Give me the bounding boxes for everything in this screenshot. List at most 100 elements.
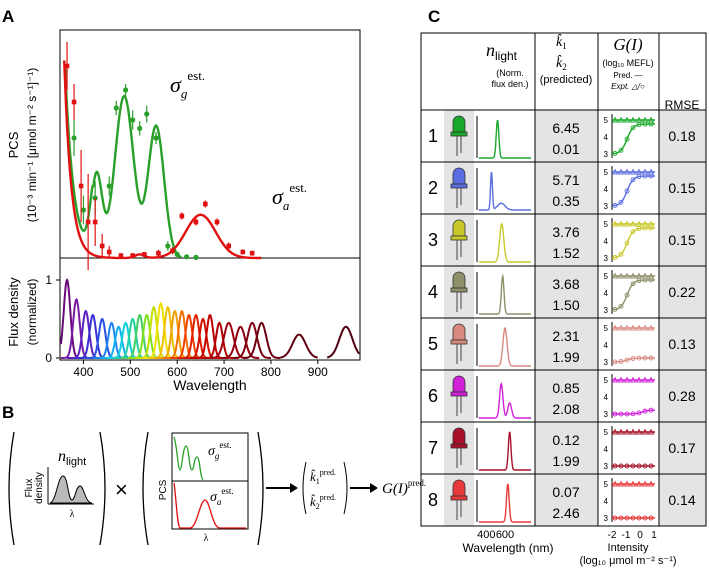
b-spectrum-shape bbox=[49, 475, 93, 504]
flux-xtick-label: 700 bbox=[214, 365, 234, 379]
led-icon-base bbox=[450, 183, 468, 189]
g-expt-circle bbox=[618, 199, 624, 205]
led-icon-base bbox=[450, 131, 468, 137]
g-expt-triangle bbox=[641, 428, 649, 435]
g-expt-circle bbox=[630, 463, 636, 469]
c-int-tick-label: -2 bbox=[608, 530, 617, 541]
c-wl-tick-label: 600 bbox=[496, 529, 514, 541]
c-int-label-1: Intensity bbox=[608, 542, 649, 554]
mini-g-ytick: 4 bbox=[604, 341, 609, 350]
g-expt-circle bbox=[612, 306, 618, 312]
sigma-a-point bbox=[71, 99, 77, 105]
led-icon bbox=[452, 115, 466, 133]
g-expt-circle bbox=[636, 410, 642, 416]
mini-g-ytick: 3 bbox=[604, 514, 609, 523]
c-row-k1: 0.07 bbox=[552, 484, 579, 500]
b-n-light: nlight bbox=[58, 448, 86, 468]
b-flux-label: Flux bbox=[24, 479, 35, 498]
c-header-n-note1: (Norm. bbox=[496, 68, 524, 78]
g-expt-triangle bbox=[635, 116, 643, 123]
c-row-number: 6 bbox=[428, 386, 438, 406]
g-expt-triangle bbox=[629, 324, 637, 331]
g-pred-curve bbox=[611, 175, 655, 207]
sigma-a-point bbox=[106, 249, 112, 255]
sigma-a-curve bbox=[63, 60, 262, 260]
g-expt-triangle bbox=[623, 272, 631, 279]
g-expt-circle bbox=[642, 277, 648, 283]
g-expt-circle bbox=[618, 463, 624, 469]
mini-g-ytick: 5 bbox=[604, 324, 609, 333]
g-expt-triangle bbox=[629, 428, 637, 435]
sigma-a-point bbox=[156, 250, 161, 256]
sigma-a-point bbox=[92, 219, 98, 225]
c-int-tick-label: -1 bbox=[622, 530, 631, 541]
mini-g-ytick: 4 bbox=[604, 497, 609, 506]
g-expt-triangle bbox=[635, 272, 643, 279]
g-pred-curve bbox=[611, 227, 655, 259]
g-expt-circle bbox=[630, 229, 636, 235]
b-flux-label-2: density bbox=[34, 472, 45, 504]
g-expt-circle bbox=[642, 173, 648, 179]
g-expt-triangle bbox=[635, 480, 643, 487]
c-row-rmse: 0.28 bbox=[668, 388, 695, 404]
g-expt-triangle bbox=[629, 220, 637, 227]
g-expt-triangle bbox=[635, 220, 643, 227]
g-expt-circle bbox=[618, 251, 624, 257]
flux-ytick-label: 1 bbox=[45, 273, 52, 287]
mini-g-ytick: 5 bbox=[604, 168, 609, 177]
sigma-g-point bbox=[71, 135, 77, 141]
sigma-a-point bbox=[142, 252, 147, 257]
b-sigma-g: σgest. bbox=[208, 440, 232, 461]
c-row-number: 7 bbox=[428, 438, 438, 458]
paren-left-2 bbox=[142, 431, 149, 546]
g-expt-circle bbox=[624, 515, 630, 521]
mini-g-ytick: 4 bbox=[604, 133, 609, 142]
flux-xtick-label: 900 bbox=[308, 365, 328, 379]
sigma-a-point bbox=[240, 249, 246, 255]
pcs-plot bbox=[63, 42, 262, 270]
c-header-k-note: (predicted) bbox=[540, 74, 593, 86]
c-header-rmse: RMSE bbox=[665, 98, 700, 112]
sigma-a-point bbox=[78, 183, 84, 189]
g-expt-triangle bbox=[641, 324, 649, 331]
b-g-pred: G(I)pred. bbox=[382, 478, 426, 497]
g-expt-triangle bbox=[647, 376, 655, 383]
c-row-k2: 2.46 bbox=[552, 505, 579, 521]
led-icon bbox=[452, 219, 466, 237]
flux-spectrum-21 bbox=[200, 321, 239, 359]
g-expt-triangle bbox=[623, 324, 631, 331]
c-row-k1: 5.71 bbox=[552, 172, 579, 188]
g-expt-triangle bbox=[635, 376, 643, 383]
g-expt-circle bbox=[618, 303, 624, 309]
led-icon-base bbox=[450, 235, 468, 241]
b-sigma-a-box bbox=[171, 480, 249, 530]
g-expt-circle bbox=[618, 411, 624, 417]
g-expt-triangle bbox=[617, 480, 625, 487]
c-row-k1: 2.31 bbox=[552, 328, 579, 344]
g-expt-circle bbox=[630, 515, 636, 521]
c-row-k2: 1.52 bbox=[552, 245, 579, 261]
g-expt-circle bbox=[642, 463, 648, 469]
sigma-a-point bbox=[214, 219, 220, 225]
mini-g-ytick: 3 bbox=[604, 150, 609, 159]
mini-spectrum bbox=[478, 483, 532, 523]
mini-g-ytick: 4 bbox=[604, 237, 609, 246]
c-header-g: G(I) bbox=[613, 35, 643, 54]
mini-g-ytick: 3 bbox=[604, 306, 609, 315]
g-expt-triangle bbox=[623, 168, 631, 175]
g-expt-circle bbox=[636, 122, 642, 128]
c-row-number: 5 bbox=[428, 334, 438, 354]
mini-g-ytick: 3 bbox=[604, 410, 609, 419]
c-row-k2: 0.01 bbox=[552, 141, 579, 157]
sigma-a-point bbox=[85, 219, 91, 225]
g-expt-triangle bbox=[623, 480, 631, 487]
mini-g-ytick: 5 bbox=[604, 116, 609, 125]
c-row-6: 6 0.85 2.08 5 4 3 0.28 bbox=[421, 369, 706, 419]
c-int-ticks: -2 -1 0 1 bbox=[608, 530, 658, 541]
sigma-g-point bbox=[144, 111, 150, 117]
g-expt-triangle bbox=[629, 480, 637, 487]
flux-xticks: 400 500 600 700 800 900 bbox=[73, 360, 328, 379]
g-expt-triangle bbox=[623, 376, 631, 383]
mini-g-ytick: 3 bbox=[604, 358, 609, 367]
sigma-a-point bbox=[193, 219, 199, 225]
